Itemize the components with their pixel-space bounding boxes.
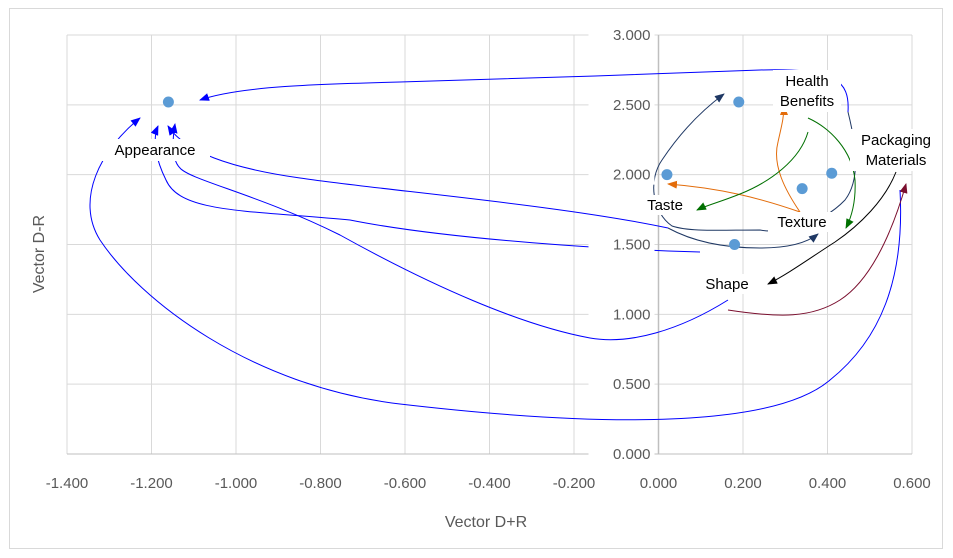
- arrow-packaging-to-appearance: [90, 118, 901, 420]
- y-tick-label: 0.000: [613, 446, 651, 463]
- x-tick-label: -1.000: [215, 475, 258, 492]
- x-tick-label: -1.400: [46, 475, 89, 492]
- packaging-materials-label-line2: Materials: [866, 152, 927, 169]
- texture-label: Texture: [777, 214, 826, 231]
- data-point: [733, 97, 744, 108]
- data-point: [797, 183, 808, 194]
- packaging-materials-label-line1: Packaging: [861, 132, 931, 149]
- y-tick-label: 2.500: [613, 97, 651, 114]
- x-tick-label: 0.400: [809, 475, 847, 492]
- y-tick-label: 2.000: [613, 167, 651, 184]
- x-tick-label: -0.200: [553, 475, 596, 492]
- arrow-health-to-appearance: [200, 70, 848, 112]
- arrow-shape-to-packaging: [728, 184, 906, 315]
- x-tick-label: -0.600: [384, 475, 427, 492]
- data-point: [661, 169, 672, 180]
- arrow-texture-to-appearance: [155, 126, 700, 252]
- y-tick-label: 1.500: [613, 237, 651, 254]
- shape-label: Shape: [705, 276, 748, 293]
- x-tick-label: 0.200: [724, 475, 762, 492]
- y-tick-label: 0.500: [613, 376, 651, 393]
- x-tick-label: 0.000: [640, 475, 678, 492]
- data-points: [163, 97, 837, 250]
- arrow-texture-to-health: [777, 106, 800, 212]
- data-point: [826, 168, 837, 179]
- y-tick-label: 1.000: [613, 306, 651, 323]
- annotation-labels: Appearance Health Benefits Packaging Mat…: [100, 70, 942, 294]
- x-tick-label: 0.600: [893, 475, 931, 492]
- health-benefits-label-line2: Benefits: [780, 93, 834, 110]
- y-tick-label: 3.000: [613, 27, 651, 44]
- x-tick-label: -0.800: [299, 475, 342, 492]
- data-point: [163, 97, 174, 108]
- x-axis-title: Vector D+R: [445, 514, 527, 531]
- x-tick-label: -1.200: [130, 475, 173, 492]
- taste-label: Taste: [647, 197, 683, 214]
- data-point: [729, 239, 740, 250]
- x-tick-label: -0.400: [468, 475, 511, 492]
- y-axis-title: Vector D-R: [31, 215, 48, 293]
- health-benefits-label-line1: Health: [785, 73, 828, 90]
- appearance-label: Appearance: [115, 142, 196, 159]
